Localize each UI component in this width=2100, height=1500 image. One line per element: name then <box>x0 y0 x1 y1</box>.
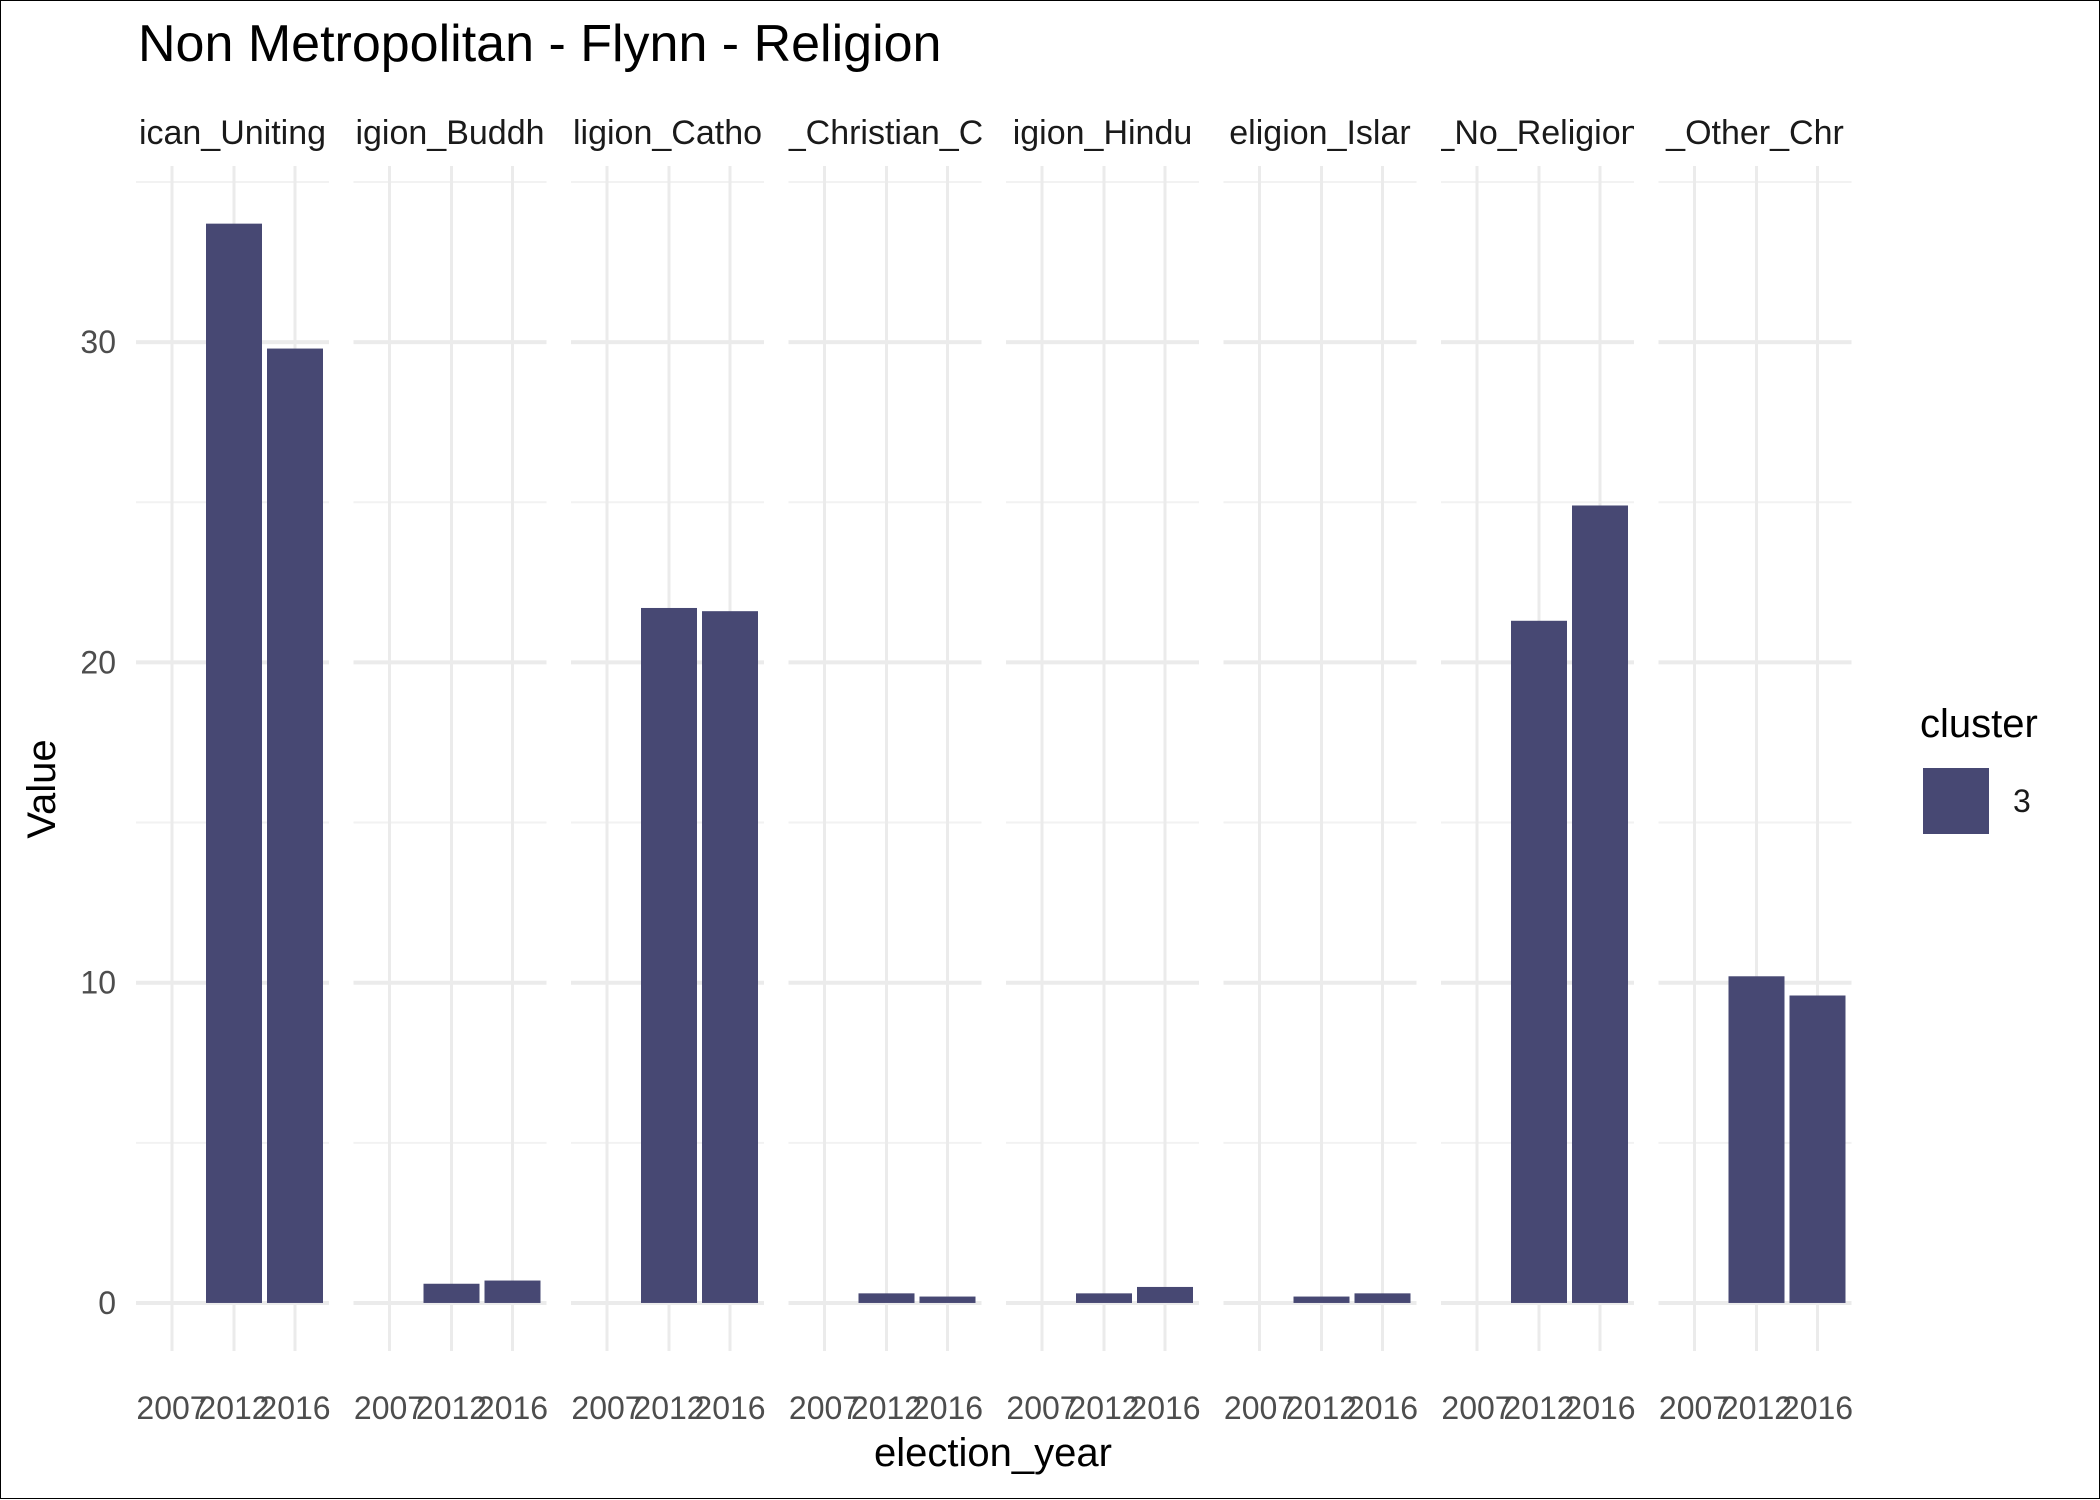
y-axis-title: Value <box>20 739 64 838</box>
bar-layer <box>206 223 1846 1303</box>
bar-1-2016 <box>267 348 323 1303</box>
bar-2-2016 <box>484 1280 541 1303</box>
facet-strip-label: ligion_Catho <box>573 114 762 152</box>
x-tick-label: 2016 <box>912 1390 983 1426</box>
facet-strip-label: igion_Hindu <box>1013 114 1193 152</box>
bar-7-2016 <box>1572 505 1628 1303</box>
x-tick-label: 2012 <box>1286 1390 1357 1426</box>
bar-3-2016 <box>702 611 758 1303</box>
x-tick-label: 2007 <box>571 1390 642 1426</box>
legend-swatch-3 <box>1923 768 1989 834</box>
x-tick-label: 2012 <box>1503 1390 1574 1426</box>
legend: cluster 3 <box>1920 702 2038 834</box>
x-tick-label: 2016 <box>259 1390 330 1426</box>
y-tick-label: 30 <box>80 324 116 360</box>
y-tick-label: 20 <box>80 644 116 680</box>
x-tick-label: 2007 <box>1659 1390 1730 1426</box>
bar-4-2012 <box>858 1293 915 1303</box>
bar-5-2012 <box>1076 1293 1132 1303</box>
x-tick-label: 2007 <box>789 1390 860 1426</box>
facet-strip-label: ican_Uniting <box>139 114 326 152</box>
y-tick-label: 0 <box>98 1285 116 1321</box>
x-tick-label: 2012 <box>851 1390 922 1426</box>
x-tick-label: 2007 <box>1006 1390 1077 1426</box>
facet-strip-label: _No_Religion <box>1434 114 1639 152</box>
legend-label-3: 3 <box>2013 783 2031 819</box>
x-tick-label: 2007 <box>354 1390 425 1426</box>
x-tick-label: 2012 <box>1721 1390 1792 1426</box>
x-tick-label: 2012 <box>416 1390 487 1426</box>
bar-4-2016 <box>919 1296 976 1303</box>
x-tick-label: 2012 <box>633 1390 704 1426</box>
x-tick-label: 2012 <box>1068 1390 1139 1426</box>
bar-7-2012 <box>1511 620 1567 1303</box>
x-tick-label: 2016 <box>1564 1390 1635 1426</box>
x-tick-label: 2007 <box>1224 1390 1295 1426</box>
y-tick-layer: 0 10 20 30 <box>80 324 116 1321</box>
x-tick-label: 2016 <box>1129 1390 1200 1426</box>
x-tick-label: 2016 <box>477 1390 548 1426</box>
x-tick-label: 2007 <box>136 1390 207 1426</box>
bar-8-2016 <box>1789 995 1846 1303</box>
facet-strip-layer: ican_Uniting igion_Buddh ligion_Catho _Chri… <box>139 114 1844 152</box>
x-axis-title: election_year <box>874 1431 1112 1475</box>
bar-5-2016 <box>1137 1286 1193 1303</box>
facet-strip-label: eligion_Islar <box>1229 114 1410 152</box>
bar-6-2016 <box>1354 1293 1411 1303</box>
x-tick-label: 2016 <box>1782 1390 1853 1426</box>
y-tick-label: 10 <box>80 965 116 1001</box>
x-tick-label: 2016 <box>1347 1390 1418 1426</box>
x-tick-label: 2012 <box>198 1390 269 1426</box>
facet-strip-label: igion_Buddh <box>355 114 544 152</box>
facet-strip-label: _Other_Chr <box>1665 114 1844 152</box>
chart-title: Non Metropolitan - Flynn - Religion <box>138 15 941 73</box>
bar-8-2012 <box>1728 976 1785 1303</box>
x-tick-label: 2016 <box>694 1390 765 1426</box>
facet-strip-label: _Christian_C <box>786 114 984 152</box>
bar-2-2012 <box>423 1283 480 1303</box>
legend-title: cluster <box>1920 702 2038 746</box>
x-tick-label: 2007 <box>1441 1390 1512 1426</box>
bar-1-2012 <box>206 223 262 1303</box>
bar-6-2012 <box>1293 1296 1350 1303</box>
bar-3-2012 <box>641 607 697 1303</box>
